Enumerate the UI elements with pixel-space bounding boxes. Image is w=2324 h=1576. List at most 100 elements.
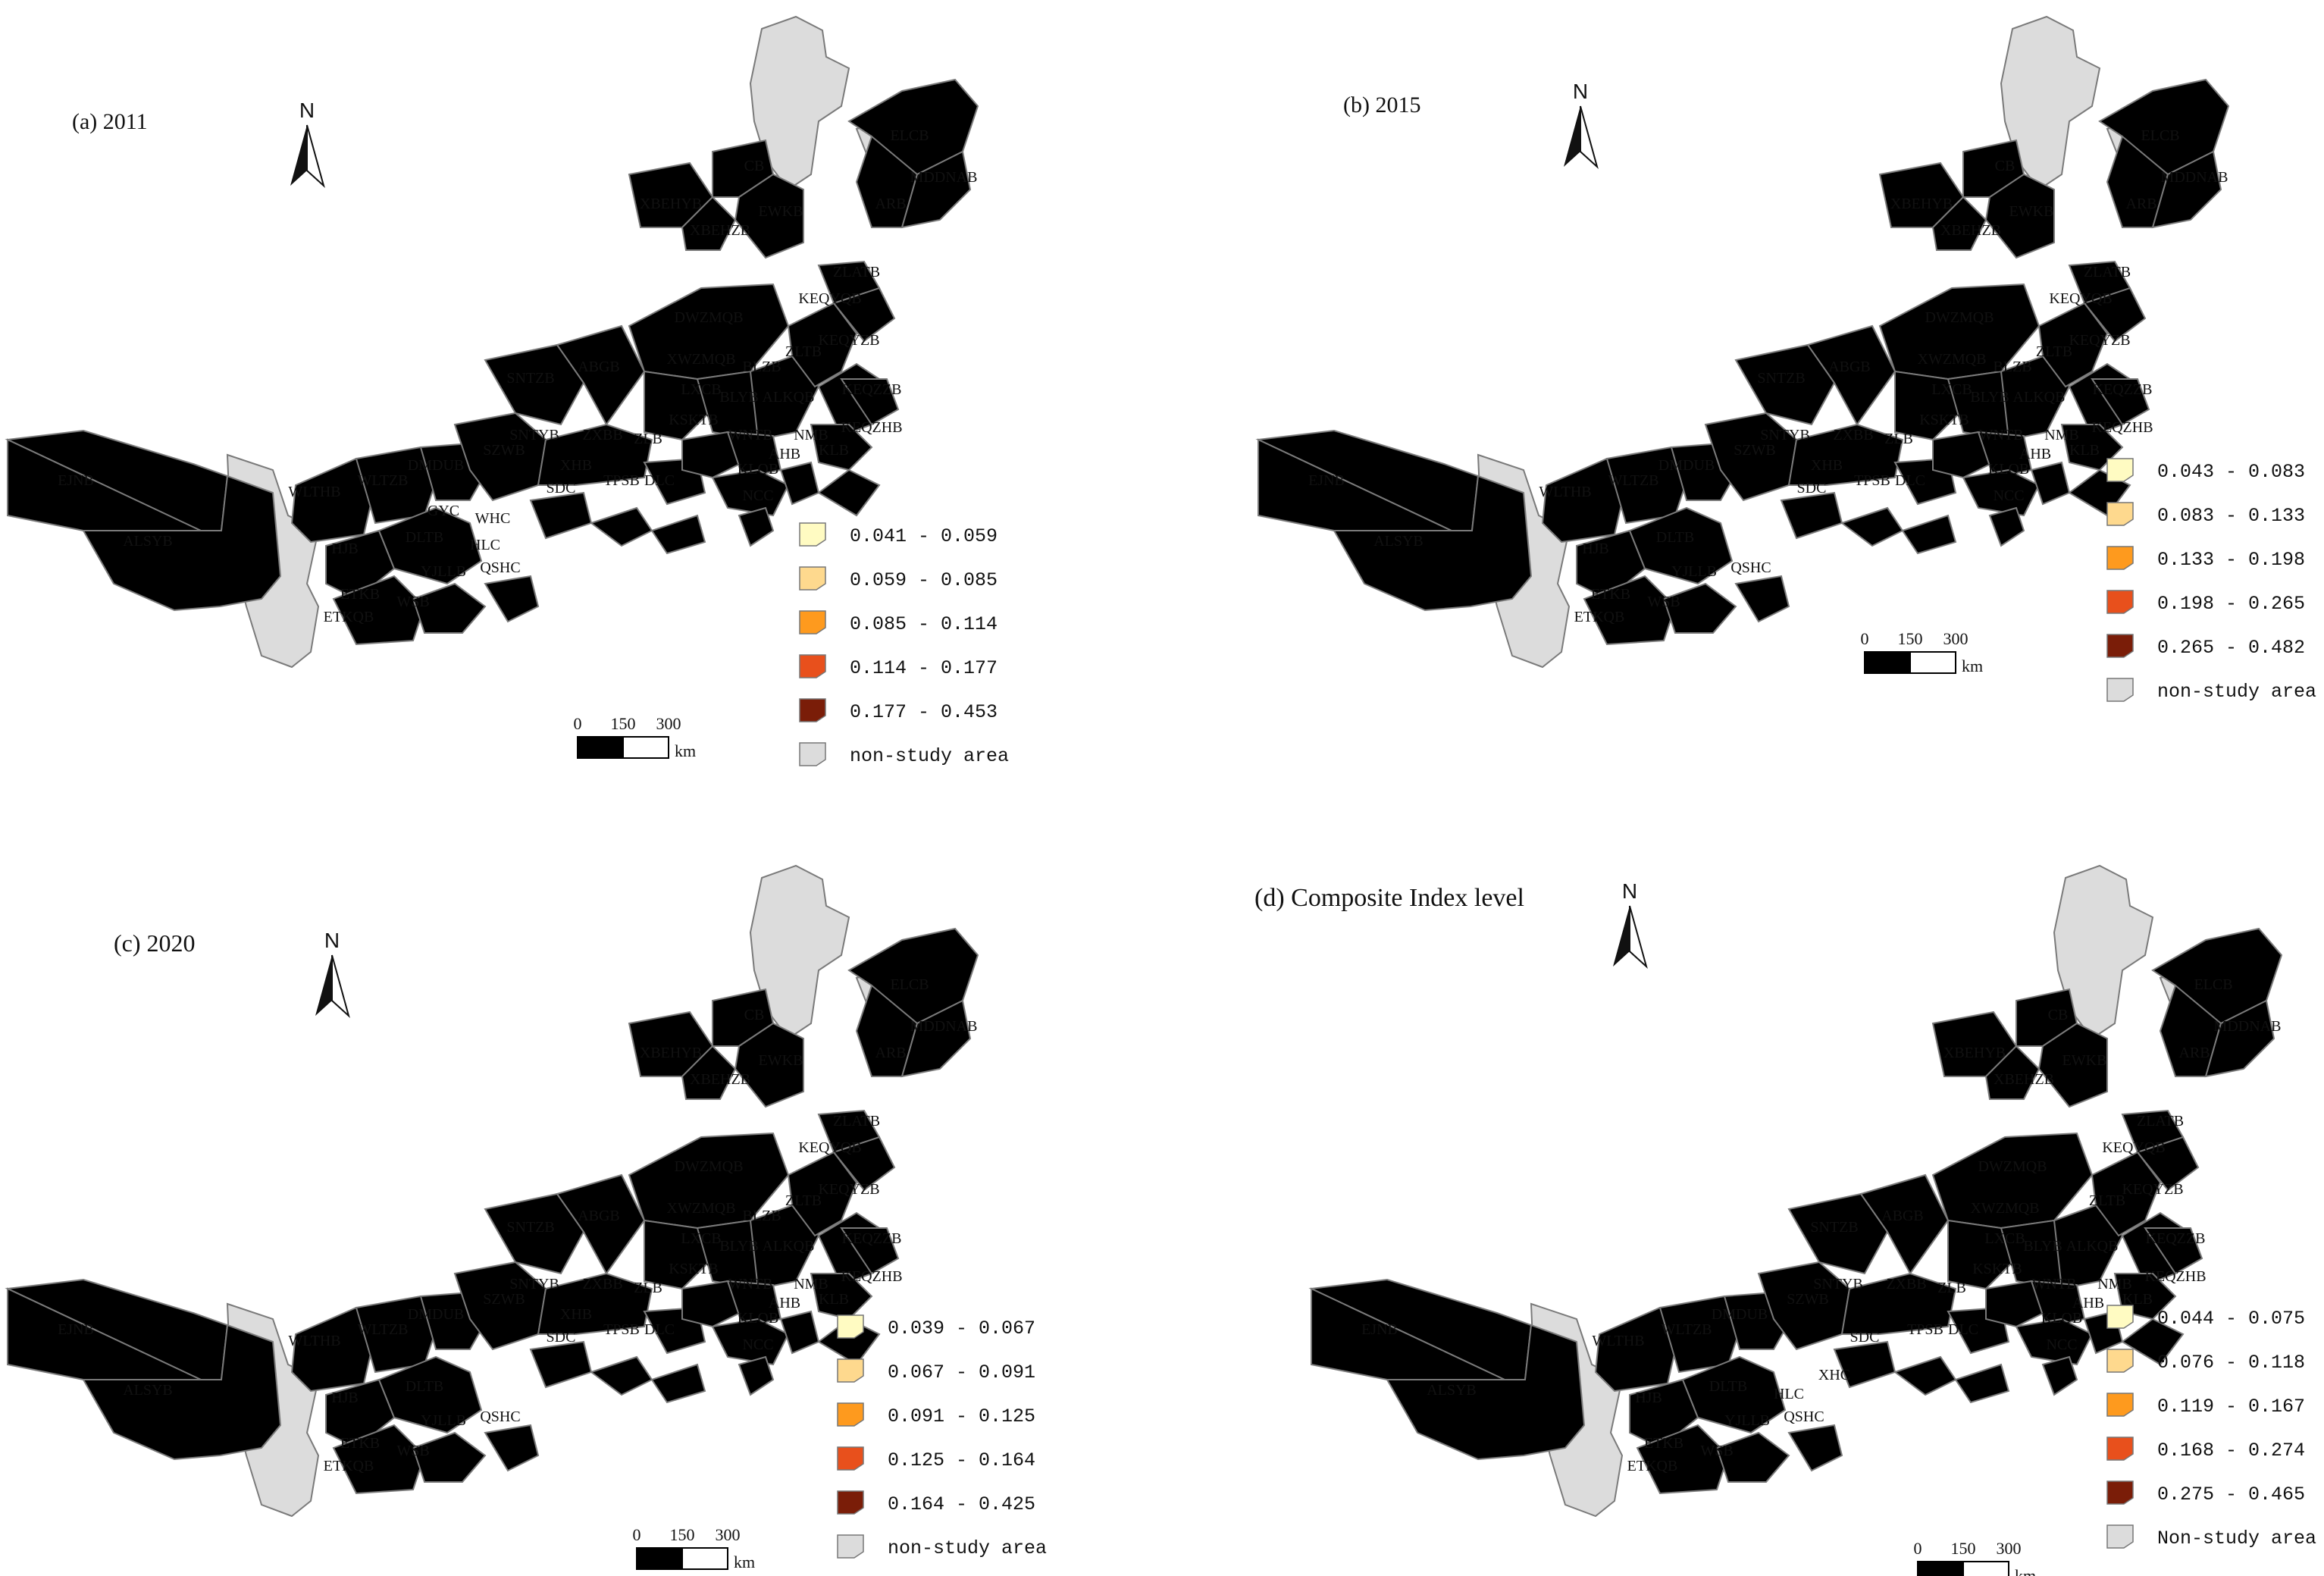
legend-swatch: [837, 1314, 864, 1339]
region-label: WHC: [475, 510, 511, 527]
legend-swatch: [2106, 1393, 2134, 1417]
region-label: DMDUB: [1712, 1306, 1768, 1323]
region-label: ELCB: [2194, 976, 2232, 993]
legend-swatch: [837, 1446, 864, 1471]
legend-swatch: [837, 1490, 864, 1515]
region-label: KEQZZB: [842, 381, 902, 398]
region-label: ALKQB: [763, 1238, 815, 1255]
region-label: TPSB: [603, 472, 640, 489]
region-label: NMB: [2044, 427, 2079, 443]
region-label: YJLLB: [1671, 563, 1717, 580]
region-label: MDDNAB: [910, 169, 978, 186]
region-label: NCC: [742, 487, 773, 504]
region-label: SZWB: [1787, 1291, 1829, 1308]
legend-entry: 0.168 - 0.274: [2157, 1440, 2305, 1462]
scale-unit: km: [2015, 1566, 2036, 1576]
region-label: BLYB: [719, 1238, 758, 1255]
region-label: HJB: [1635, 1390, 1662, 1406]
legend-entry: 0.275 - 0.465: [2157, 1484, 2305, 1506]
scale-label: 150: [1898, 629, 1923, 648]
region-label: WLTHB: [288, 1333, 340, 1349]
scale-label: 0: [633, 1525, 641, 1544]
region-label: ABGB: [578, 1208, 620, 1224]
region-label: HJB: [331, 1390, 359, 1406]
region-label: ABGB: [1881, 1208, 1924, 1224]
region-label: BLYB: [719, 389, 758, 406]
panel-title: (b) 2015: [1343, 92, 1420, 117]
region-label: ETKQB: [1574, 609, 1625, 625]
legend-swatch: [799, 610, 826, 634]
region-label: CB: [2048, 1007, 2069, 1023]
panel-title: (d) Composite Index level: [1254, 884, 1524, 912]
legend-entry: 0.265 - 0.482: [2157, 637, 2305, 659]
legend-swatch-non-study: [2106, 678, 2134, 702]
region-label: DLC: [644, 472, 675, 489]
region-label: ETKB: [1644, 1435, 1683, 1452]
region-label: KLQB: [1988, 461, 2029, 478]
legend-entry: 0.133 - 0.198: [2157, 549, 2305, 571]
region-label: AHB: [2019, 446, 2051, 462]
region-label: AHB: [769, 1295, 800, 1311]
region-label: KEQZZB: [2146, 1230, 2206, 1247]
region-label: SNTYB: [1760, 427, 1810, 443]
region-label: HLC: [1774, 1386, 1804, 1402]
legend-non-study: Non-study area: [2157, 1527, 2316, 1549]
legend-swatch: [799, 654, 826, 678]
region-label: EWKB: [2062, 1052, 2107, 1069]
legend-swatch: [2106, 502, 2134, 526]
legend-swatch-non-study: [799, 742, 826, 766]
region-label: EWKB: [759, 1052, 803, 1069]
region-label: SZWB: [483, 442, 525, 459]
region-label: KEQZHB: [841, 1268, 902, 1285]
svg-text:N: N: [324, 929, 340, 952]
legend: 0.044 - 0.075 0.076 - 0.118 0.119 - 0.167 0…: [2106, 1305, 2316, 1549]
region-label: WLTZB: [357, 1321, 408, 1338]
north-arrow-icon: N: [315, 929, 350, 1019]
region-label: SNTZB: [506, 1219, 554, 1236]
region-label: DLTB: [1709, 1378, 1747, 1395]
legend-entry: 0.177 - 0.453: [850, 701, 998, 723]
legend-entry: 0.041 - 0.059: [850, 525, 998, 547]
region-label: KSKTB: [1972, 1261, 2022, 1277]
legend-entry: 0.043 - 0.083: [2157, 461, 2305, 483]
region-label: ELCB: [2141, 127, 2179, 144]
region-label: MDDNAB: [910, 1018, 978, 1035]
region-label: KEQYQB: [798, 290, 861, 307]
region-label: DLC: [1895, 472, 1925, 489]
region-label: ZLB: [634, 1280, 662, 1296]
region-label: ZLATB: [2084, 264, 2131, 280]
region-label: WLTZB: [1661, 1321, 1712, 1338]
legend-swatch: [837, 1402, 864, 1427]
region-label: SNTZB: [506, 370, 554, 387]
region-label: WNTB: [728, 1276, 773, 1292]
region-label: KEQZZB: [2093, 381, 2153, 398]
region-label: EWKB: [2009, 203, 2054, 220]
region-label: EJNB: [58, 472, 94, 489]
region-label: TPSB: [603, 1321, 640, 1338]
svg-text:N: N: [299, 99, 315, 122]
region-label: ZXBB: [582, 1276, 622, 1292]
region-label: NCC: [742, 1336, 773, 1353]
region-label: MDDNAB: [2161, 169, 2228, 186]
scale-unit: km: [1962, 656, 1983, 675]
region-label: ZLB: [1937, 1280, 1966, 1296]
region-label: WLTZB: [357, 472, 408, 489]
region-label: CB: [1995, 158, 2015, 174]
region-label: ARB: [2125, 196, 2156, 212]
region-label: ZLB: [1884, 431, 1913, 447]
scale-bar: 0 150 300 km: [574, 714, 697, 760]
legend-non-study: non-study area: [850, 745, 1009, 767]
legend-entry: 0.114 - 0.177: [850, 657, 998, 679]
region-label: WSB: [396, 594, 429, 610]
region-label: KEQYZB: [818, 1181, 879, 1198]
region-label: KSKTB: [1919, 412, 1969, 428]
region-label: KLQB: [738, 1310, 778, 1327]
region-label: ELCB: [890, 976, 929, 993]
region-label: CB: [744, 158, 765, 174]
scale-label: 150: [611, 714, 636, 733]
legend-entry: 0.119 - 0.167: [2157, 1396, 2305, 1418]
region-label: LXCB: [681, 1230, 721, 1247]
